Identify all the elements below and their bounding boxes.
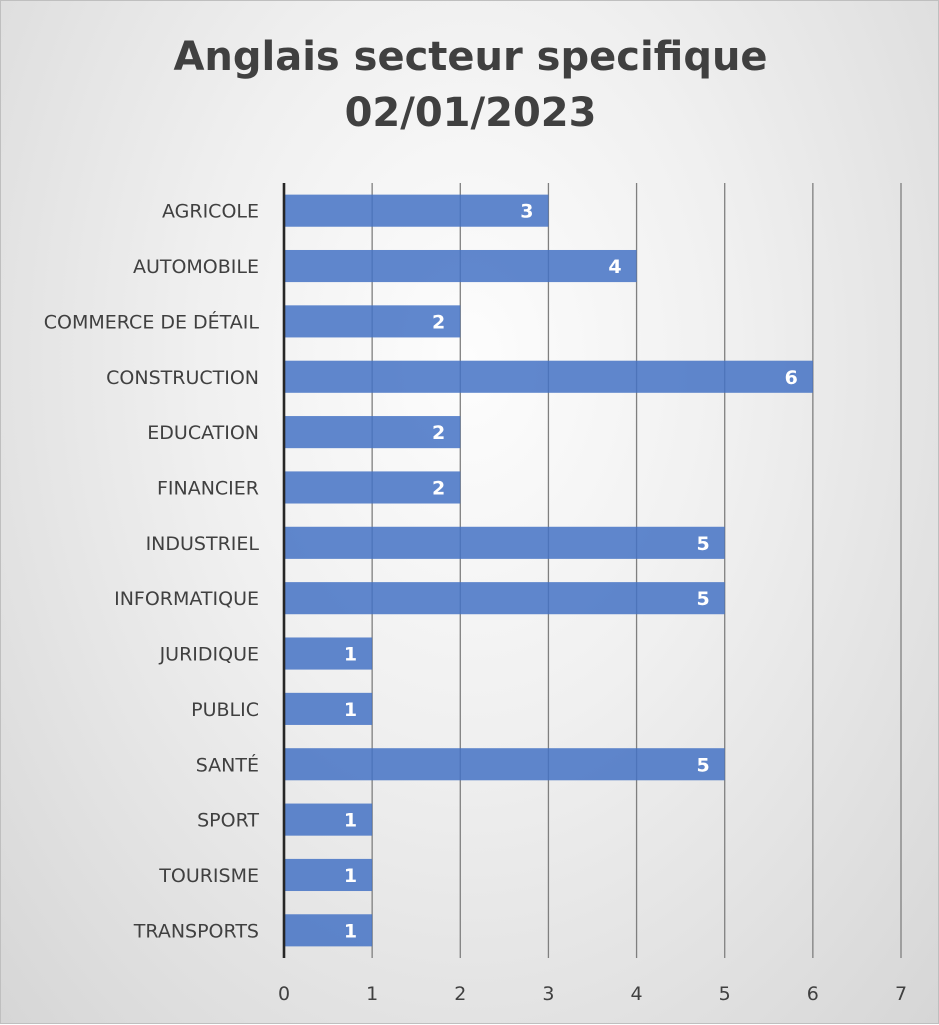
data-labels: 3 4 2 6 2 2 5 5 1 1 5 1 1 1: [344, 201, 798, 943]
category-label-education: EDUCATION: [147, 422, 259, 444]
data-label-sport: 1: [344, 810, 357, 832]
bars: [282, 183, 813, 958]
category-label-automobile: AUTOMOBILE: [133, 256, 259, 278]
category-label-industriel: INDUSTRIEL: [146, 533, 260, 555]
x-tick-label-1: 1: [366, 983, 378, 1005]
category-label-transports: TRANSPORTS: [133, 920, 259, 942]
category-label-sante: SANTÉ: [196, 753, 259, 776]
bar-industriel: [284, 526, 725, 559]
data-label-financier: 2: [432, 477, 445, 499]
category-label-commerce-de-detail: COMMERCE DE DÉTAIL: [44, 310, 260, 333]
category-label-public: PUBLIC: [191, 699, 259, 721]
x-tick-label-2: 2: [454, 983, 466, 1005]
data-label-informatique: 5: [696, 588, 709, 610]
data-label-transports: 1: [344, 920, 357, 942]
bar-financier: [284, 471, 461, 504]
category-label-tourisme: TOURISME: [158, 865, 259, 887]
bar-informatique: [284, 582, 725, 615]
gridlines: [371, 183, 902, 958]
chart-title-line-2: 02/01/2023: [344, 90, 597, 136]
data-label-commerce-de-detail: 2: [432, 311, 445, 333]
data-label-construction: 6: [785, 367, 798, 389]
category-label-informatique: INFORMATIQUE: [114, 588, 259, 610]
x-tick-label-4: 4: [631, 983, 643, 1005]
category-labels: AGRICOLE AUTOMOBILE COMMERCE DE DÉTAIL CONS…: [44, 201, 260, 943]
data-label-industriel: 5: [696, 533, 709, 555]
bar-education: [284, 416, 461, 449]
bar-transports: [284, 914, 373, 947]
bar-public: [284, 692, 373, 725]
bar-tourisme: [284, 858, 373, 892]
category-label-juridique: JURIDIQUE: [159, 644, 259, 666]
data-label-agricole: 3: [520, 201, 533, 223]
bar-juridique: [284, 637, 373, 670]
bar-automobile: [284, 249, 637, 283]
data-label-automobile: 4: [608, 256, 621, 278]
x-tick-label-6: 6: [807, 983, 819, 1005]
data-label-public: 1: [344, 699, 357, 721]
category-label-sport: SPORT: [197, 810, 259, 832]
category-label-financier: FINANCIER: [157, 477, 259, 499]
x-tick-label-7: 7: [895, 983, 907, 1005]
data-label-sante: 5: [696, 754, 709, 776]
bar-sante: [284, 748, 725, 781]
bar-commerce-de-detail: [284, 305, 461, 338]
chart-title-line-1: Anglais secteur specifique: [173, 34, 768, 80]
bar-construction: [284, 360, 813, 393]
category-label-agricole: AGRICOLE: [162, 201, 259, 223]
x-tick-label-5: 5: [719, 983, 731, 1005]
chart-title: Anglais secteur specifique 02/01/2023: [1, 29, 939, 141]
bar-sport: [284, 803, 373, 836]
x-tick-label-3: 3: [542, 983, 554, 1005]
x-tick-labels: 0 1 2 3 4 5 6 7: [278, 983, 907, 1005]
data-label-tourisme: 1: [344, 865, 357, 887]
category-label-construction: CONSTRUCTION: [106, 367, 259, 389]
bar-agricole: [284, 194, 549, 227]
x-tick-label-0: 0: [278, 983, 290, 1005]
data-label-juridique: 1: [344, 644, 357, 666]
data-label-education: 2: [432, 422, 445, 444]
